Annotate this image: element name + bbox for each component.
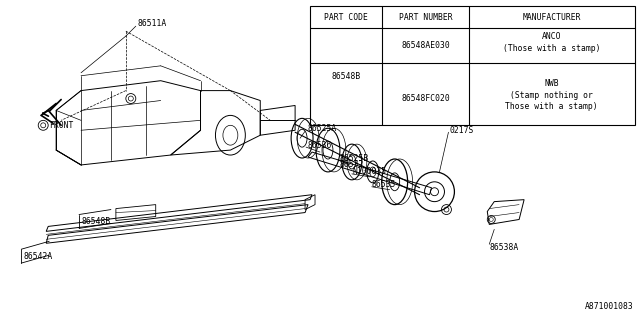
- Bar: [310, 6, 635, 125]
- Text: 86536: 86536: [307, 140, 332, 150]
- Text: FRONT: FRONT: [49, 121, 74, 130]
- Text: 86548B: 86548B: [332, 72, 360, 81]
- Text: PART CODE: PART CODE: [324, 13, 368, 22]
- Text: 0217S: 0217S: [449, 126, 474, 135]
- Text: MANUFACTURER: MANUFACTURER: [522, 13, 580, 22]
- Text: 86511A: 86511A: [138, 19, 167, 28]
- Text: 86548AE030: 86548AE030: [401, 41, 450, 50]
- Text: A871001083: A871001083: [585, 302, 634, 311]
- Text: NWB
(Stamp nothing or
Those with a stamp): NWB (Stamp nothing or Those with a stamp…: [505, 79, 598, 111]
- Text: 86532: 86532: [340, 160, 364, 170]
- Text: 86535: 86535: [372, 180, 396, 189]
- Text: 86548B: 86548B: [81, 217, 110, 226]
- Text: 86525A: 86525A: [307, 124, 336, 133]
- Text: PART NUMBER: PART NUMBER: [399, 13, 452, 22]
- Text: 86542A: 86542A: [23, 252, 52, 261]
- Text: 86525B: 86525B: [340, 154, 369, 163]
- Text: ANCO
(Those with a stamp): ANCO (Those with a stamp): [503, 32, 600, 52]
- Text: 86538A: 86538A: [489, 243, 518, 252]
- Text: N100035: N100035: [353, 167, 387, 176]
- Text: 86548FC020: 86548FC020: [401, 93, 450, 102]
